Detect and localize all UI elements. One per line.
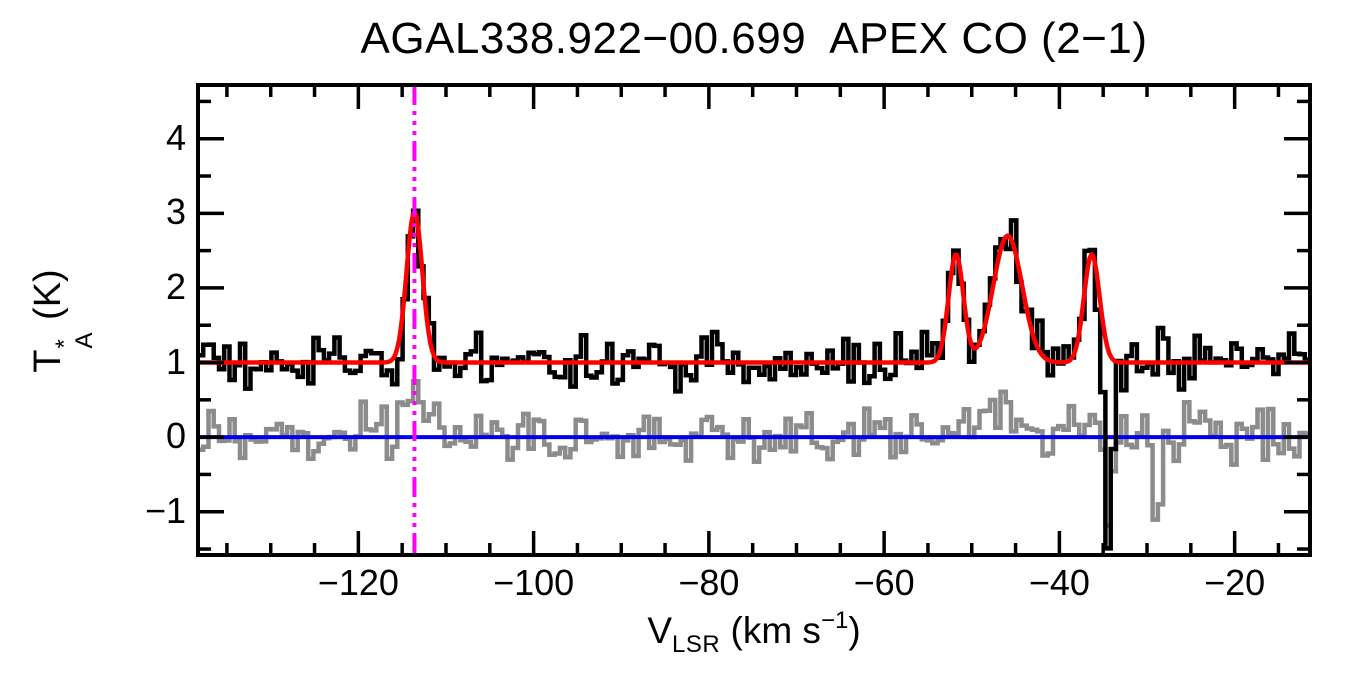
x-tick-label: −80 [678,562,740,603]
y-tick-label: 2 [165,265,186,307]
x-tick-label: −20 [1204,562,1266,603]
x-label-subscript: LSR [672,631,721,658]
x-label-close: ) [848,610,861,651]
y-tick-label: 1 [165,340,186,382]
x-label-symbol: V [647,610,673,651]
y-tick-label: 4 [165,116,186,158]
y-tick-label: 0 [165,415,186,457]
residual-spectrum-histogram [198,379,1310,528]
y-tick-label: −1 [144,489,186,531]
x-tick-label: −120 [317,562,399,603]
gaussian-fit-curve [198,209,1310,365]
x-label-units: (km s [720,610,821,651]
x-label-superscript: −1 [820,607,849,634]
plot-title: AGAL338.922−00.699 APEX CO (2−1) [360,14,1148,63]
x-tick-label: −40 [1028,562,1090,603]
x-tick-label: −60 [853,562,915,603]
x-axis-label: VLSR (km s−1) [198,607,1310,659]
plot-box [196,83,1312,557]
x-tick-label: −100 [493,562,575,603]
observed-spectrum-histogram [198,208,1310,551]
y-tick-label: 3 [165,191,186,233]
